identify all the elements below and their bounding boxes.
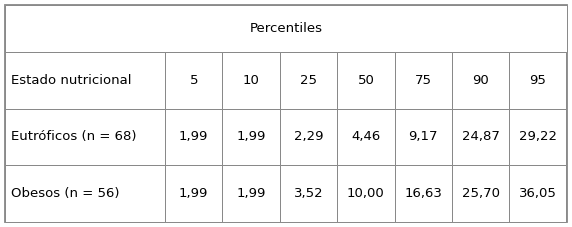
Bar: [395, 165, 452, 222]
Text: 36,05: 36,05: [519, 187, 557, 200]
Bar: [337, 109, 395, 165]
Bar: [165, 52, 223, 109]
Text: 4,46: 4,46: [351, 131, 380, 143]
Bar: [165, 165, 223, 222]
Text: 75: 75: [415, 74, 432, 86]
Bar: [280, 52, 337, 109]
Text: 50: 50: [358, 74, 374, 86]
Bar: [5, 109, 165, 165]
Text: 25: 25: [300, 74, 317, 86]
Text: 1,99: 1,99: [236, 131, 266, 143]
Bar: [510, 109, 566, 165]
Text: 9,17: 9,17: [408, 131, 438, 143]
Bar: [337, 165, 395, 222]
Bar: [510, 52, 566, 109]
Text: 1,99: 1,99: [179, 131, 208, 143]
Bar: [165, 109, 223, 165]
Text: 10,00: 10,00: [347, 187, 385, 200]
Bar: [5, 52, 165, 109]
Bar: [5, 165, 165, 222]
Text: Obesos (n = 56): Obesos (n = 56): [11, 187, 120, 200]
Text: 16,63: 16,63: [404, 187, 442, 200]
Bar: [452, 52, 510, 109]
Bar: [452, 109, 510, 165]
Text: 5: 5: [189, 74, 198, 86]
Bar: [280, 165, 337, 222]
Bar: [5, 5, 567, 52]
Text: 29,22: 29,22: [519, 131, 557, 143]
Text: 95: 95: [530, 74, 546, 86]
Bar: [223, 109, 280, 165]
Bar: [510, 165, 566, 222]
Bar: [395, 109, 452, 165]
Text: 24,87: 24,87: [462, 131, 500, 143]
Bar: [337, 52, 395, 109]
Text: 1,99: 1,99: [179, 187, 208, 200]
Bar: [280, 109, 337, 165]
Bar: [223, 52, 280, 109]
Bar: [223, 165, 280, 222]
Text: 1,99: 1,99: [236, 187, 266, 200]
Text: 10: 10: [243, 74, 260, 86]
Bar: [395, 52, 452, 109]
Text: 90: 90: [472, 74, 489, 86]
Text: Percentiles: Percentiles: [249, 22, 323, 35]
Text: Eutróficos (n = 68): Eutróficos (n = 68): [11, 131, 137, 143]
Text: 2,29: 2,29: [294, 131, 323, 143]
Bar: [452, 165, 510, 222]
Text: 25,70: 25,70: [462, 187, 500, 200]
Text: Estado nutricional: Estado nutricional: [11, 74, 132, 86]
Text: 3,52: 3,52: [293, 187, 323, 200]
